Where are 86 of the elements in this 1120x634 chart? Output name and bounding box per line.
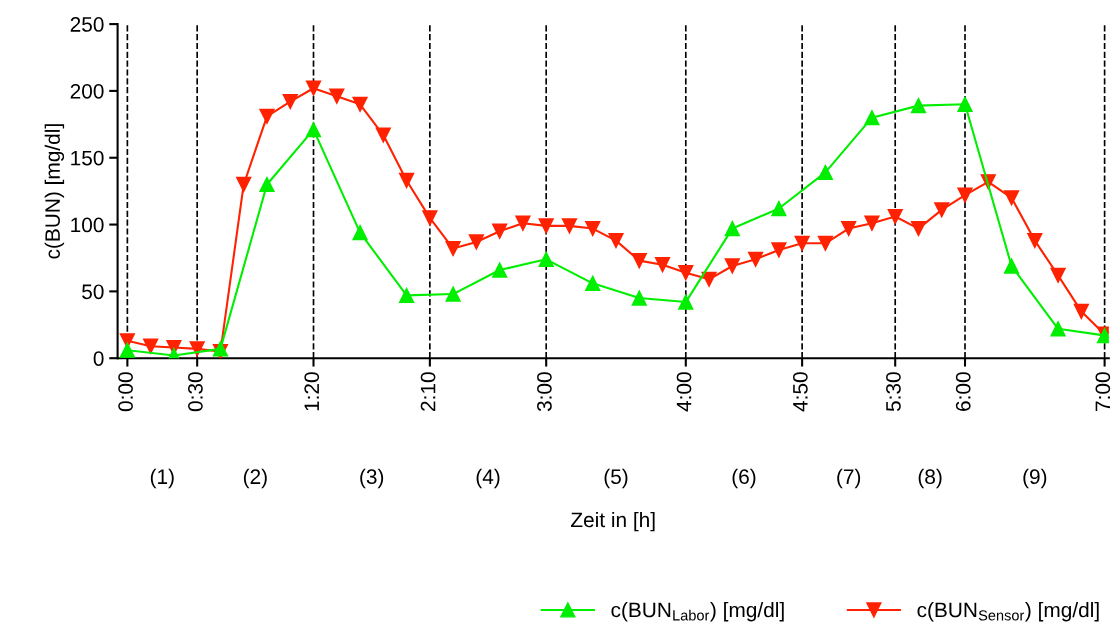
- x-tick-label: 0:00: [118, 372, 133, 412]
- x-tick-label: 5:30: [886, 372, 901, 412]
- point: [747, 251, 764, 267]
- point: [329, 88, 345, 104]
- point: [817, 164, 834, 181]
- text: (3): [360, 468, 384, 489]
- text: (4): [476, 468, 500, 489]
- point: [608, 232, 624, 249]
- point: [305, 122, 322, 138]
- point: [771, 200, 787, 217]
- point: [701, 271, 717, 287]
- point: [538, 251, 554, 267]
- point: [492, 223, 508, 239]
- x-tick-label: 7:00: [1095, 372, 1111, 411]
- point: [864, 215, 880, 231]
- legend-label: c(BUN$_{Labor}$) [mg/dl]: [611, 602, 784, 622]
- point: [375, 127, 391, 143]
- point: [352, 224, 368, 241]
- x-tick-label: 0:30: [188, 372, 203, 412]
- x-tick-label: 1:20: [304, 372, 320, 411]
- x-tick-label: 4:00: [676, 372, 692, 412]
- point: [864, 110, 880, 126]
- text: (2): [243, 468, 267, 489]
- y-tick-label: 250: [70, 17, 104, 32]
- point: [282, 93, 298, 110]
- point: [538, 218, 554, 234]
- point: [817, 235, 834, 251]
- point: [1073, 303, 1089, 320]
- x-tick-label: 6:00: [955, 372, 971, 411]
- text: (9): [1023, 468, 1047, 489]
- point: [236, 176, 252, 193]
- point: [654, 257, 671, 273]
- text: (5): [604, 468, 628, 489]
- point: [957, 187, 973, 203]
- legend-label: c(BUN$_{Sensor}$) [mg/dl]: [917, 602, 1099, 622]
- point: [841, 220, 857, 237]
- text: (7): [837, 468, 861, 489]
- point: [189, 341, 205, 357]
- point: [398, 287, 415, 304]
- point: [259, 176, 275, 193]
- point: [585, 220, 601, 237]
- point: [259, 108, 275, 124]
- y-tick-label: 0: [93, 351, 104, 366]
- point: [771, 242, 787, 258]
- point: [398, 172, 415, 189]
- point: [1050, 321, 1066, 337]
- text: (8): [918, 468, 942, 489]
- point: [1050, 267, 1066, 283]
- point: [1027, 232, 1043, 249]
- point: [445, 240, 461, 257]
- y-tick-label: 100: [71, 217, 104, 233]
- point: [1003, 258, 1020, 274]
- y-tick-label: 200: [70, 83, 104, 99]
- text: (6): [732, 468, 756, 489]
- point: [352, 96, 368, 112]
- point: [724, 258, 740, 274]
- point: [678, 294, 694, 310]
- point: [585, 275, 601, 292]
- text: (1): [150, 468, 174, 489]
- point: [910, 97, 927, 114]
- point: [445, 286, 461, 302]
- point: [934, 202, 950, 218]
- point: [492, 262, 508, 278]
- point: [631, 290, 647, 306]
- point: [631, 253, 647, 269]
- point: [468, 234, 485, 250]
- point: [957, 96, 973, 112]
- point: [724, 220, 740, 237]
- point: [794, 235, 810, 251]
- point: [887, 208, 903, 225]
- y-axis-title: c(BUN) [mg/dl]: [44, 124, 65, 259]
- x-tick-label: 2:10: [420, 372, 436, 411]
- y-tick-label: 150: [71, 150, 104, 166]
- point: [422, 210, 438, 226]
- y-tick-label: 50: [82, 284, 104, 300]
- point: [910, 220, 927, 237]
- point: [515, 215, 531, 231]
- point: [1003, 190, 1020, 206]
- x-axis-title: Zeit in [h]: [571, 511, 655, 532]
- point: [305, 80, 322, 96]
- point: [143, 338, 159, 354]
- point: [678, 265, 694, 281]
- point: [561, 218, 578, 234]
- x-tick-label: 4:50: [792, 372, 808, 412]
- x-tick-label: 3:00: [537, 372, 552, 412]
- point: [119, 342, 136, 358]
